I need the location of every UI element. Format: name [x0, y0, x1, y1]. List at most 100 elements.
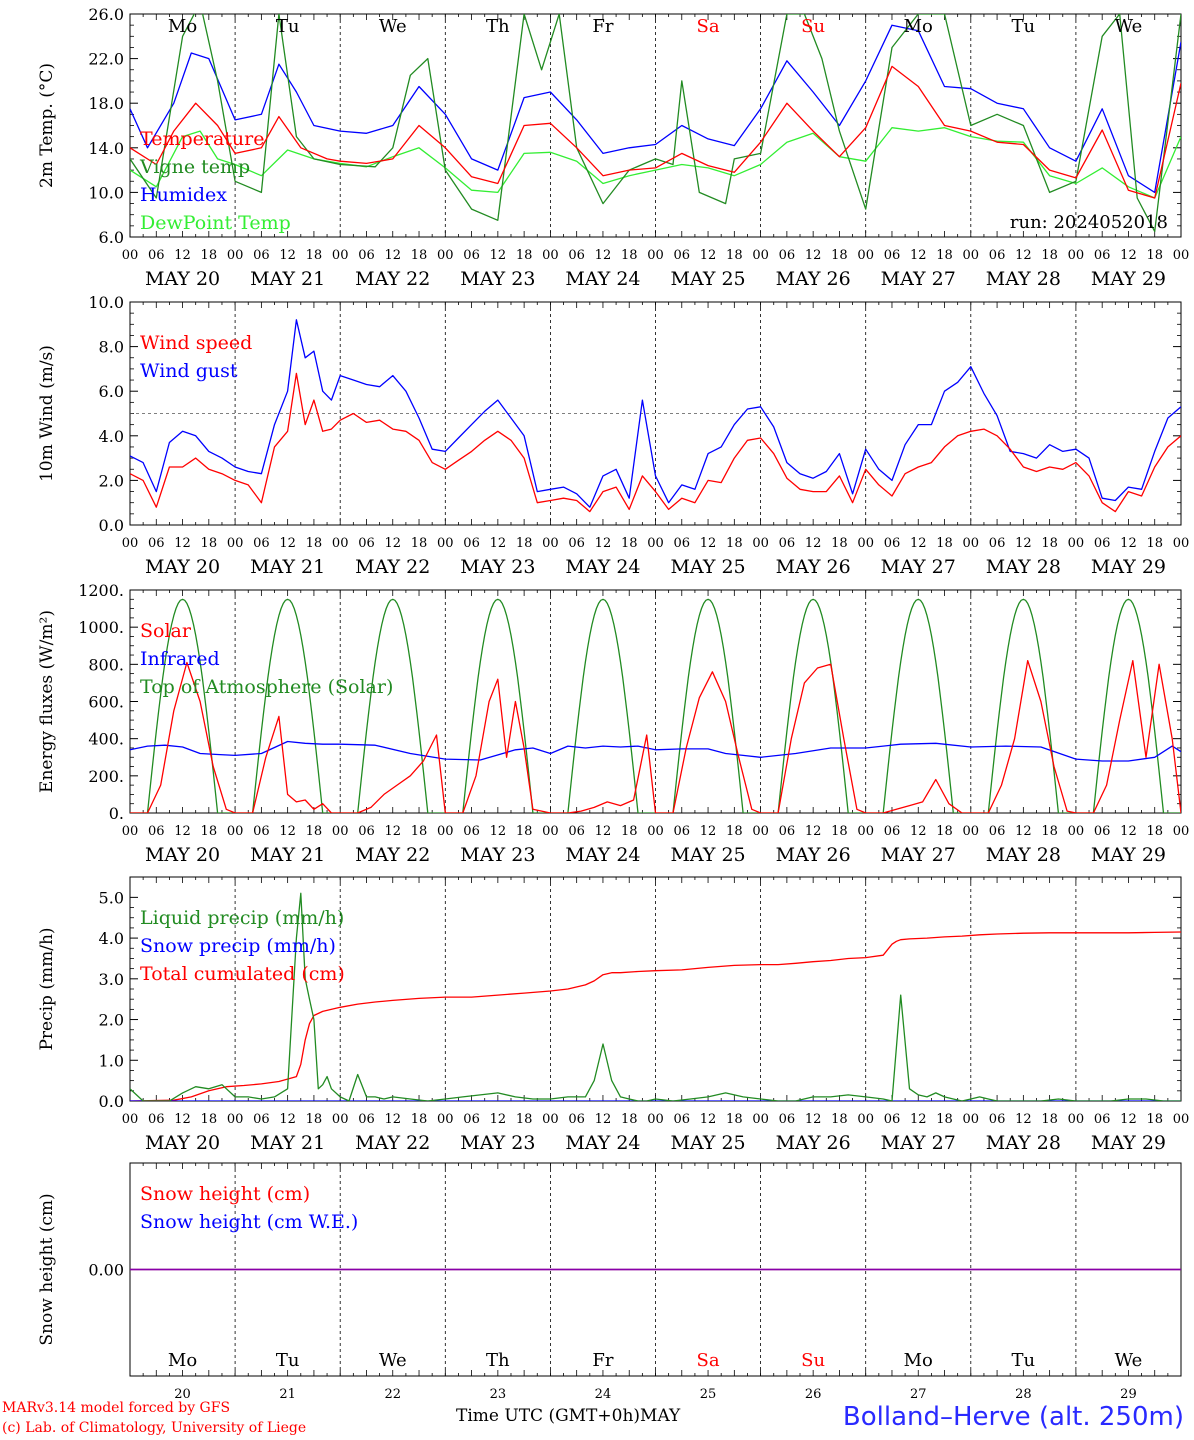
plot-area	[130, 319, 1181, 513]
legend-entry: Snow height (cm)	[140, 1183, 310, 1205]
hour-tick-label: 06	[358, 824, 375, 839]
hour-tick-label: 00	[857, 536, 874, 551]
panel-5: 0.00 Snow height (cm) Snow height (cm) Snow…	[37, 1162, 1182, 1402]
hour-tick-label: 06	[1094, 1112, 1111, 1127]
legend-entry: Total cumulated (cm)	[140, 963, 345, 985]
date-label: MAY 28	[986, 556, 1061, 578]
hour-tick-label: 18	[726, 536, 743, 551]
hour-tick-label: 12	[490, 536, 507, 551]
hour-tick-label: 06	[568, 536, 585, 551]
y-axis-label: Energy fluxes (W/m²)	[37, 610, 57, 793]
hour-tick-label: 06	[148, 1112, 165, 1127]
hour-tick-label: 18	[1146, 1112, 1163, 1127]
hour-tick-label: 18	[1041, 1112, 1058, 1127]
hour-tick-label: 06	[358, 248, 375, 263]
legend-entry: Top of Atmosphere (Solar)	[140, 676, 393, 698]
legend-entry: Humidex	[140, 184, 227, 206]
series-line-dewpoint-temp	[130, 127, 1181, 199]
hour-tick-label: 18	[306, 248, 323, 263]
date-label: MAY 23	[460, 844, 535, 866]
hour-tick-label: 12	[910, 536, 927, 551]
day-name-label: Th	[486, 16, 510, 37]
hour-tick-label: 12	[174, 248, 191, 263]
hour-tick-label: 12	[490, 824, 507, 839]
hour-tick-label: 18	[1146, 536, 1163, 551]
hour-tick-label: 18	[831, 824, 848, 839]
panel-4: 0.0 1.0 2.0 3.0 4.0 5.0 Precip (mm/h) Liquid pr…	[37, 876, 1190, 1154]
hour-tick-label: 18	[726, 248, 743, 263]
hour-tick-label: 12	[1120, 1112, 1137, 1127]
date-label: MAY 22	[355, 556, 430, 578]
hour-tick-label: 00	[647, 536, 664, 551]
hour-tick-label: 18	[201, 824, 218, 839]
hour-tick-label: 12	[1015, 1112, 1032, 1127]
hour-tick-label: 06	[253, 248, 270, 263]
date-label: MAY 25	[670, 844, 745, 866]
y-tick-label: 200.	[88, 767, 124, 786]
hour-tick-label: 18	[1041, 824, 1058, 839]
hour-tick-label: 12	[384, 536, 401, 551]
hour-tick-label: 00	[542, 824, 559, 839]
hour-tick-label: 18	[726, 824, 743, 839]
day-number-label: 23	[490, 1387, 507, 1402]
day-number-label: 29	[1120, 1387, 1137, 1402]
hour-tick-label: 00	[857, 1112, 874, 1127]
hour-tick-label: 18	[1041, 248, 1058, 263]
hour-tick-label: 12	[384, 1112, 401, 1127]
day-name-label: Th	[486, 1350, 510, 1371]
hour-tick-label: 06	[463, 824, 480, 839]
hour-tick-label: 00	[122, 536, 139, 551]
day-number-label: 24	[595, 1387, 612, 1402]
day-name-label: Sa	[697, 16, 720, 37]
hour-tick-label: 06	[1094, 536, 1111, 551]
hour-tick-label: 06	[674, 536, 691, 551]
date-label: MAY 24	[565, 556, 640, 578]
series-line-wind-speed	[130, 372, 1181, 513]
hour-tick-label: 18	[306, 1112, 323, 1127]
hour-tick-label: 18	[201, 248, 218, 263]
day-name-label: Tu	[1012, 16, 1036, 37]
hour-tick-label: 06	[989, 1112, 1006, 1127]
hour-tick-label: 00	[963, 536, 980, 551]
day-name-label: Mo	[168, 16, 197, 37]
series-line-solar	[130, 659, 1181, 813]
date-label: MAY 27	[881, 556, 956, 578]
hour-tick-label: 00	[752, 1112, 769, 1127]
date-label: MAY 21	[250, 268, 325, 290]
hour-tick-label: 12	[700, 824, 717, 839]
hour-tick-label: 18	[201, 536, 218, 551]
hour-tick-label: 00	[437, 1112, 454, 1127]
day-name-label: Fr	[592, 16, 613, 37]
day-name-label: Tu	[276, 16, 300, 37]
station-name: Bolland–Herve (alt. 250m)	[842, 1402, 1184, 1432]
date-label: MAY 29	[1091, 1132, 1166, 1154]
y-tick-label: 26.0	[88, 5, 124, 24]
day-name-label: Mo	[904, 1350, 933, 1371]
hour-tick-label: 00	[857, 824, 874, 839]
series-line-wind-gust	[130, 319, 1181, 508]
day-name-label: Fr	[592, 1350, 613, 1371]
hour-tick-label: 00	[857, 248, 874, 263]
hour-tick-label: 12	[1120, 824, 1137, 839]
hour-tick-label: 12	[805, 248, 822, 263]
hour-tick-label: 06	[358, 536, 375, 551]
hour-tick-label: 18	[516, 1112, 533, 1127]
date-label: MAY 22	[355, 844, 430, 866]
hour-tick-label: 00	[1173, 536, 1190, 551]
hour-tick-label: 06	[568, 1112, 585, 1127]
hour-tick-label: 00	[227, 1112, 244, 1127]
hour-tick-label: 12	[1015, 536, 1032, 551]
date-label: MAY 26	[776, 556, 851, 578]
hour-tick-label: 18	[936, 1112, 953, 1127]
hour-tick-label: 00	[1173, 1112, 1190, 1127]
y-tick-label: 600.	[88, 693, 124, 712]
hour-tick-label: 00	[122, 248, 139, 263]
hour-tick-label: 00	[332, 248, 349, 263]
day-name-label: We	[379, 16, 407, 37]
day-name-label: Tu	[276, 1350, 300, 1371]
lab-credit: (c) Lab. of Climatology, University of L…	[2, 1420, 307, 1436]
hour-tick-label: 12	[595, 248, 612, 263]
hour-tick-label: 00	[1068, 1112, 1085, 1127]
series-line-temperature	[130, 65, 1181, 199]
hour-tick-label: 18	[411, 1112, 428, 1127]
